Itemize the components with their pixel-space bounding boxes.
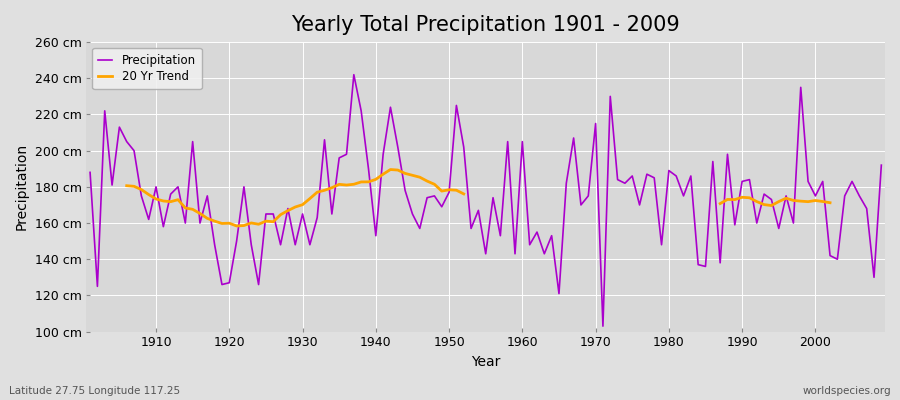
20 Yr Trend — [283, 208, 293, 213]
20 Yr Trend — [451, 188, 462, 193]
20 Yr Trend — [143, 192, 154, 197]
20 Yr Trend — [348, 182, 359, 187]
Y-axis label: Precipitation: Precipitation — [15, 143, 29, 230]
20 Yr Trend — [429, 182, 440, 187]
20 Yr Trend — [407, 173, 418, 178]
20 Yr Trend — [150, 196, 161, 201]
X-axis label: Year: Year — [471, 355, 500, 369]
Precipitation — [348, 72, 359, 77]
20 Yr Trend — [275, 212, 286, 217]
20 Yr Trend — [246, 220, 256, 225]
20 Yr Trend — [392, 168, 403, 172]
Precipitation — [356, 108, 366, 113]
Precipitation — [304, 242, 315, 247]
20 Yr Trend — [253, 222, 264, 227]
20 Yr Trend — [444, 187, 454, 192]
20 Yr Trend — [371, 177, 382, 182]
20 Yr Trend — [187, 207, 198, 212]
20 Yr Trend — [414, 175, 425, 180]
20 Yr Trend — [260, 219, 271, 224]
20 Yr Trend — [217, 221, 228, 226]
Text: Latitude 27.75 Longitude 117.25: Latitude 27.75 Longitude 117.25 — [9, 386, 180, 396]
20 Yr Trend — [334, 182, 345, 187]
20 Yr Trend — [304, 196, 315, 201]
20 Yr Trend — [378, 172, 389, 176]
20 Yr Trend — [341, 183, 352, 188]
20 Yr Trend — [129, 184, 140, 189]
Line: 20 Yr Trend: 20 Yr Trend — [127, 170, 464, 226]
20 Yr Trend — [436, 189, 447, 194]
Precipitation — [598, 324, 608, 328]
20 Yr Trend — [422, 179, 433, 184]
20 Yr Trend — [231, 224, 242, 228]
20 Yr Trend — [180, 206, 191, 210]
20 Yr Trend — [363, 180, 374, 184]
20 Yr Trend — [385, 167, 396, 172]
Precipitation — [525, 242, 535, 247]
Precipitation — [876, 163, 886, 168]
Precipitation — [517, 139, 527, 144]
20 Yr Trend — [297, 202, 308, 207]
20 Yr Trend — [238, 223, 249, 228]
20 Yr Trend — [311, 190, 322, 194]
20 Yr Trend — [166, 199, 176, 204]
Legend: Precipitation, 20 Yr Trend: Precipitation, 20 Yr Trend — [93, 48, 202, 89]
20 Yr Trend — [320, 188, 330, 193]
20 Yr Trend — [173, 197, 184, 202]
20 Yr Trend — [458, 192, 469, 196]
Title: Yearly Total Precipitation 1901 - 2009: Yearly Total Precipitation 1901 - 2009 — [292, 15, 680, 35]
20 Yr Trend — [268, 219, 279, 224]
20 Yr Trend — [136, 187, 147, 192]
20 Yr Trend — [327, 185, 338, 190]
Text: worldspecies.org: worldspecies.org — [803, 386, 891, 396]
Precipitation — [143, 217, 154, 222]
20 Yr Trend — [122, 183, 132, 188]
Precipitation — [85, 170, 95, 175]
20 Yr Trend — [356, 180, 366, 184]
20 Yr Trend — [209, 219, 220, 224]
20 Yr Trend — [202, 216, 212, 221]
20 Yr Trend — [290, 205, 301, 210]
20 Yr Trend — [158, 198, 168, 203]
20 Yr Trend — [224, 221, 235, 226]
Line: Precipitation: Precipitation — [90, 75, 881, 326]
Precipitation — [619, 181, 630, 186]
20 Yr Trend — [400, 171, 410, 176]
20 Yr Trend — [194, 211, 205, 216]
